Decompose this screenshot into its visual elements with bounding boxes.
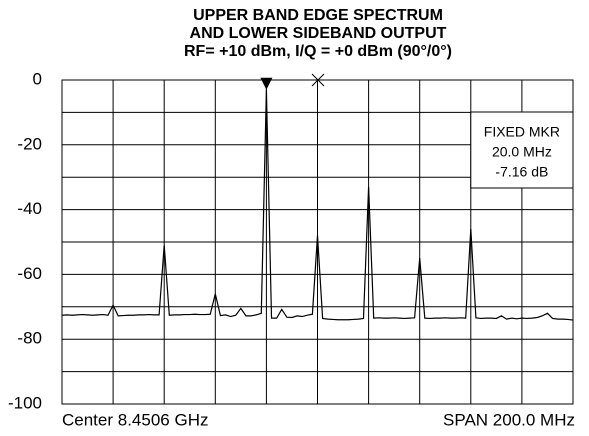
chart-title: RF= +10 dBm, I/Q = +0 dBm (90°/0°) [184, 43, 452, 60]
chart-title: UPPER BAND EDGE SPECTRUM [193, 7, 443, 24]
annotation: FIXED MKR [484, 124, 560, 140]
annotation: -7.16 dB [495, 164, 548, 180]
y-tick-label: -80 [17, 329, 42, 348]
annotation: 20.0 MHz [492, 144, 552, 160]
y-tick-label: -40 [17, 199, 42, 218]
y-tick-label: -60 [17, 264, 42, 283]
peak-marker [260, 77, 273, 90]
annotation-box [470, 111, 574, 189]
y-tick-label: -100 [8, 393, 42, 412]
y-tick-label: 0 [33, 69, 42, 88]
x-right-label: SPAN 200.0 MHz [443, 410, 575, 429]
y-tick-label: -20 [17, 134, 42, 153]
trace [61, 89, 574, 321]
chart-title: AND LOWER SIDEBAND OUTPUT [190, 25, 447, 42]
x-left-label: Center 8.4506 GHz [62, 410, 208, 429]
